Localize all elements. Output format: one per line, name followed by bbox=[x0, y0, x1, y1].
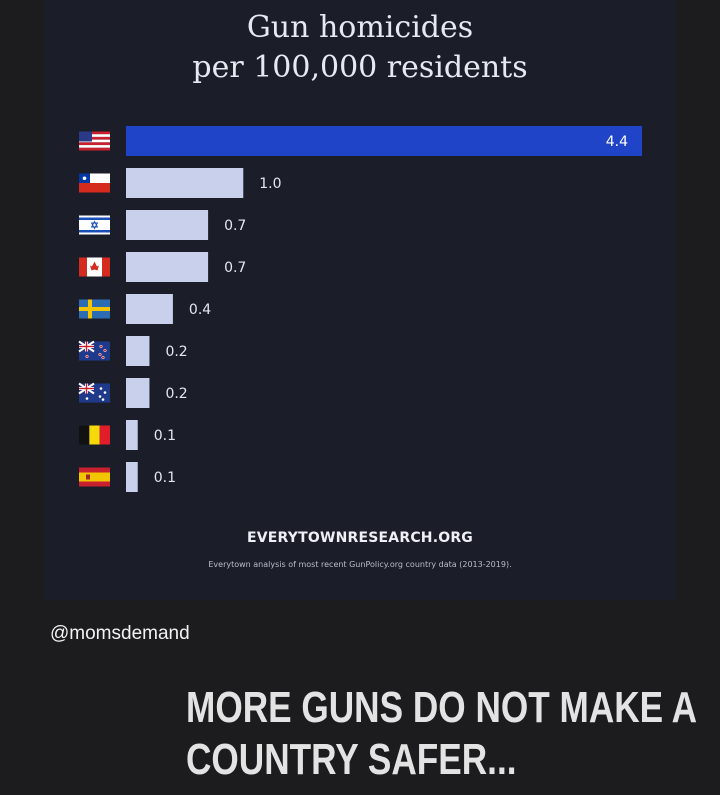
bar-chile bbox=[126, 168, 244, 198]
story-caption: MORE GUNS DO NOT MAKE A COUNTRY SAFER... bbox=[186, 682, 697, 786]
chile-flag-icon bbox=[79, 173, 110, 193]
bar-spain bbox=[126, 462, 138, 492]
source-note: Everytown analysis of most recent GunPol… bbox=[208, 560, 512, 569]
bar-belgium bbox=[126, 420, 138, 450]
bar-australia bbox=[126, 378, 150, 408]
new-zealand-flag-icon bbox=[78, 340, 110, 361]
value-label-new-zealand: 0.2 bbox=[165, 344, 187, 360]
caption-line-2: COUNTRY SAFER... bbox=[186, 735, 517, 784]
israel-flag-icon bbox=[79, 215, 110, 235]
value-label-belgium: 0.1 bbox=[154, 428, 176, 444]
source-label: EVERYTOWNRESEARCH.ORG bbox=[246, 530, 473, 546]
canada-flag-icon bbox=[79, 257, 110, 277]
chart-title: Gun homicides per 100,000 residents bbox=[0, 0, 720, 88]
bar-new-zealand bbox=[126, 336, 150, 366]
australia-flag-icon bbox=[78, 382, 110, 403]
bar-israel bbox=[126, 210, 209, 240]
value-label-spain: 0.1 bbox=[154, 470, 176, 486]
value-label-israel: 0.7 bbox=[224, 218, 246, 234]
united-states-flag-icon bbox=[79, 131, 110, 151]
sweden-flag-icon bbox=[79, 299, 110, 319]
chart-title-line-1: Gun homicides bbox=[246, 10, 474, 45]
value-label-canada: 0.7 bbox=[224, 260, 246, 276]
belgium-flag-icon bbox=[79, 425, 110, 445]
chart-title-line-2: per 100,000 residents bbox=[192, 50, 528, 85]
value-label-chile: 1.0 bbox=[259, 176, 281, 192]
value-label-sweden: 0.4 bbox=[189, 302, 211, 318]
value-label-united-states: 4.4 bbox=[606, 134, 628, 150]
bar-chart: 4.4 1.0 0.7 0.7 0.4 0.2 0.2 0.1 0.1 bbox=[78, 126, 642, 492]
account-handle[interactable]: @momsdemand bbox=[50, 623, 190, 644]
caption-line-1: MORE GUNS DO NOT MAKE A bbox=[186, 683, 698, 732]
value-label-australia: 0.2 bbox=[165, 386, 187, 402]
bar-united-states bbox=[126, 126, 642, 156]
bar-sweden bbox=[126, 294, 173, 324]
bar-canada bbox=[126, 252, 209, 282]
spain-flag-icon bbox=[79, 467, 110, 487]
